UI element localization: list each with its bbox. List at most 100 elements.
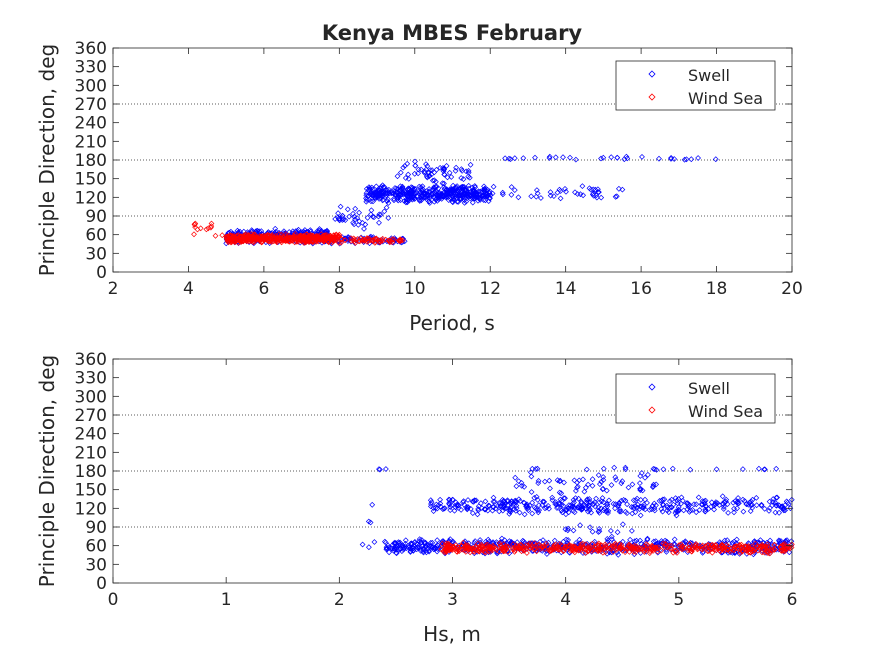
swell-point (379, 182, 386, 189)
swell-point (590, 186, 597, 193)
swell-point (399, 542, 406, 549)
swell-point (431, 177, 438, 184)
swell-point (490, 504, 497, 511)
swell-point (460, 499, 466, 506)
swell-point (559, 509, 566, 516)
swell-point (625, 484, 632, 491)
swell-point (578, 498, 585, 505)
swell-point (525, 504, 532, 511)
wind-sea-point (686, 545, 693, 551)
swell-point (534, 187, 540, 193)
swell-point (490, 540, 496, 547)
wind-sea-point (309, 238, 315, 244)
x-tick-label: 12 (479, 279, 501, 299)
swell-point (639, 154, 645, 160)
x-tick-label: 2 (334, 590, 345, 610)
swell-point (416, 188, 422, 195)
swell-point (578, 506, 585, 513)
wind-sea-point (609, 543, 615, 549)
swell-point (650, 483, 657, 490)
swell-point (786, 549, 793, 556)
wind-sea-point (248, 235, 255, 242)
swell-point (356, 209, 362, 216)
wind-sea-point (191, 221, 198, 228)
swell-point (595, 508, 602, 515)
swell-point (708, 503, 714, 510)
swell-point (371, 539, 378, 545)
swell-point (499, 503, 505, 510)
swell-point (412, 539, 418, 546)
swell-point (612, 193, 619, 200)
swell-point (547, 485, 553, 492)
wind-sea-point (711, 544, 718, 550)
swell-point (412, 162, 419, 169)
wind-sea-point (685, 545, 692, 551)
wind-sea-point (758, 544, 765, 551)
swell-point (446, 169, 453, 176)
swell-point (726, 540, 732, 547)
swell-point (608, 528, 614, 534)
swell-point (719, 500, 726, 507)
swell-point (359, 541, 366, 548)
swell-point (719, 493, 726, 500)
swell-point (524, 502, 530, 509)
wind-sea-point (678, 541, 684, 548)
swell-point (672, 541, 678, 548)
wind-sea-point (562, 545, 568, 552)
wind-sea-point (526, 545, 533, 552)
swell-point (622, 497, 629, 504)
swell-point (405, 544, 412, 551)
wind-sea-point (475, 540, 481, 547)
swell-point (367, 519, 374, 526)
wind-sea-point (273, 235, 279, 242)
wind-sea-point (264, 232, 271, 239)
swell-point (438, 196, 445, 202)
swell-point (658, 506, 665, 512)
swell-point (547, 192, 554, 199)
swell-point (551, 193, 557, 199)
swell-point (735, 495, 741, 501)
swell-point (624, 155, 631, 162)
wind-sea-point (212, 232, 219, 239)
swell-point (596, 526, 603, 532)
swell-point (616, 185, 622, 192)
swell-point (435, 185, 442, 192)
swell-point (440, 193, 447, 200)
swell-point (402, 537, 409, 544)
swell-point (386, 190, 393, 197)
swell-point (409, 196, 416, 203)
swell-point (447, 499, 453, 505)
swell-point (731, 505, 737, 512)
swell-point (608, 482, 615, 488)
wind-sea-point (483, 542, 489, 548)
wind-sea-point (233, 233, 240, 240)
swell-point (506, 511, 513, 517)
swell-point (368, 207, 375, 214)
wind-sea-point (600, 549, 606, 556)
x-tick-label: 8 (334, 279, 345, 299)
swell-point (392, 185, 398, 191)
swell-point (756, 465, 762, 472)
swell-point (427, 540, 434, 546)
swell-point (528, 473, 535, 480)
legend: Swell Wind Sea (615, 373, 776, 424)
swell-point (399, 189, 406, 196)
swell-point (686, 541, 693, 548)
wind-sea-point (617, 545, 624, 552)
swell-point (613, 477, 619, 483)
swell-point (586, 502, 592, 509)
wind-sea-point (442, 545, 449, 552)
swell-point (612, 474, 619, 481)
swell-point (332, 216, 339, 222)
swell-point (565, 505, 572, 512)
wind-sea-point (595, 540, 602, 547)
swell-point (560, 154, 566, 161)
wind-sea-point (489, 545, 496, 552)
x-tick-label: 3 (447, 590, 458, 610)
swell-point (441, 184, 447, 190)
wind-sea-point (325, 233, 332, 240)
y-tick-label: 120 (75, 188, 107, 208)
y-tick-label: 180 (75, 151, 107, 171)
wind-sea-point (258, 233, 265, 240)
wind-sea-point (462, 548, 469, 555)
